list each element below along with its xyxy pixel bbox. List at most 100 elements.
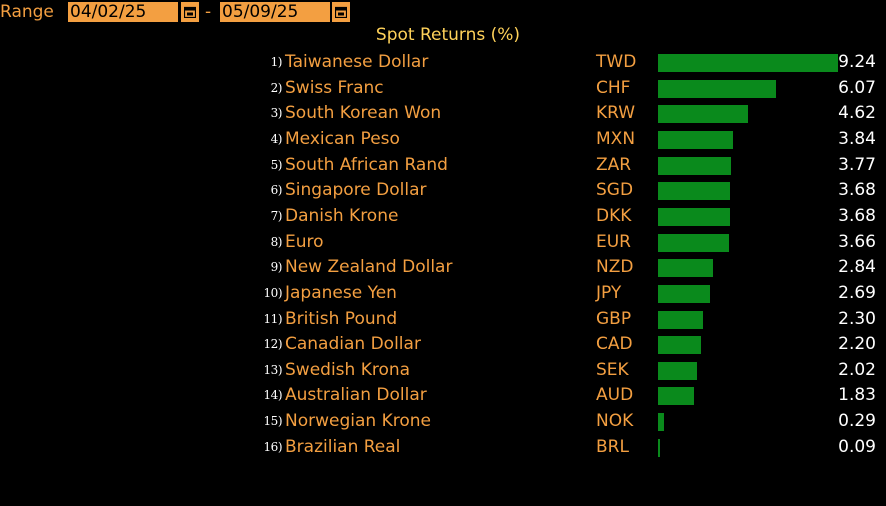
rank-label: 11): [263, 311, 283, 326]
rank-label: 7): [270, 208, 283, 223]
table-row[interactable]: 10) Japanese Yen JPY 2.69: [0, 282, 886, 307]
currency-code: AUD: [596, 385, 634, 406]
value-label: 2.84: [838, 257, 876, 278]
currency-code: EUR: [596, 231, 631, 252]
currency-name: Norwegian Krone: [285, 411, 431, 432]
return-bar: [658, 310, 703, 329]
return-bar: [658, 336, 701, 355]
currency-name: Swiss Franc: [285, 77, 384, 98]
currency-name: Brazilian Real: [285, 436, 401, 457]
return-bar: [658, 54, 838, 72]
currency-name: South African Rand: [285, 154, 448, 175]
value-label: 3.68: [838, 180, 876, 201]
currency-name: Australian Dollar: [285, 385, 427, 406]
currency-code: GBP: [596, 308, 632, 329]
rank-label: 15): [263, 414, 283, 429]
return-bar: [658, 79, 777, 98]
table-row[interactable]: 16) Brazilian Real BRL 0.09: [0, 436, 886, 461]
table-row[interactable]: 8) Euro EUR 3.66: [0, 231, 886, 256]
return-bar: [658, 284, 711, 303]
currency-code: NOK: [596, 411, 634, 432]
return-bar: [658, 259, 714, 278]
currency-code: SEK: [596, 359, 629, 380]
table-row[interactable]: 2) Swiss Franc CHF 6.07: [0, 77, 886, 102]
rank-label: 4): [270, 131, 283, 146]
table-row[interactable]: 9) New Zealand Dollar NZD 2.84: [0, 256, 886, 281]
currency-name: South Korean Won: [285, 103, 442, 124]
rank-label: 5): [270, 157, 283, 172]
currency-code: CHF: [596, 77, 631, 98]
value-label: 1.83: [838, 385, 876, 406]
currency-code: NZD: [596, 257, 634, 278]
table-row[interactable]: 15) Norwegian Krone NOK 0.29: [0, 410, 886, 435]
table-row[interactable]: 3) South Korean Won KRW 4.62: [0, 102, 886, 127]
value-label: 2.30: [838, 308, 876, 329]
table-row[interactable]: 7) Danish Krone DKK 3.68: [0, 205, 886, 230]
rank-label: 14): [263, 388, 283, 403]
rank-label: 3): [270, 106, 283, 121]
value-label: 3.66: [838, 231, 876, 252]
start-calendar-icon[interactable]: [181, 2, 199, 22]
return-bar: [658, 207, 730, 226]
currency-code: KRW: [596, 103, 636, 124]
value-label: 0.09: [838, 436, 876, 457]
value-label: 3.77: [838, 154, 876, 175]
rank-label: 1): [270, 55, 283, 69]
table-row[interactable]: 14) Australian Dollar AUD 1.83: [0, 384, 886, 409]
value-label: 9.24: [838, 52, 876, 72]
table-row[interactable]: 6) Singapore Dollar SGD 3.68: [0, 179, 886, 204]
rank-label: 12): [263, 337, 283, 352]
value-label: 0.29: [838, 411, 876, 432]
chart-title: Spot Returns (%): [375, 25, 521, 45]
currency-name: Canadian Dollar: [285, 334, 421, 355]
end-date-field[interactable]: 05/09/25: [220, 2, 330, 22]
return-bar: [658, 156, 732, 175]
currency-name: Swedish Krona: [285, 359, 411, 380]
rank-label: 2): [270, 80, 283, 95]
return-bar: [658, 438, 660, 457]
table-row[interactable]: 4) Mexican Peso MXN 3.84: [0, 128, 886, 153]
range-bar: Range 04/02/25 - 05/09/25: [0, 0, 886, 26]
start-date-field[interactable]: 04/02/25: [68, 2, 178, 22]
rank-label: 13): [263, 362, 283, 377]
currency-name: Euro: [285, 231, 324, 252]
currency-name: New Zealand Dollar: [285, 257, 453, 278]
rank-label: 8): [270, 234, 283, 249]
currency-name: Mexican Peso: [285, 128, 400, 149]
currency-code: SGD: [596, 180, 634, 201]
rank-label: 16): [263, 439, 283, 454]
table-row[interactable]: 13) Swedish Krona SEK 2.02: [0, 359, 886, 384]
return-bar: [658, 361, 698, 380]
currency-code: DKK: [596, 205, 632, 226]
table-row[interactable]: 1) Taiwanese Dollar TWD 9.24: [0, 51, 886, 76]
end-calendar-icon[interactable]: [332, 2, 350, 22]
currency-code: BRL: [596, 436, 629, 457]
return-bar: [658, 387, 694, 406]
currency-name: Taiwanese Dollar: [285, 52, 429, 72]
value-label: 2.20: [838, 334, 876, 355]
rank-label: 6): [270, 183, 283, 198]
table-row[interactable]: 12) Canadian Dollar CAD 2.20: [0, 333, 886, 358]
value-label: 4.62: [838, 103, 876, 124]
currency-name: Japanese Yen: [285, 282, 397, 303]
table-row[interactable]: 11) British Pound GBP 2.30: [0, 308, 886, 333]
date-separator: -: [205, 2, 212, 22]
currency-code: MXN: [596, 128, 636, 149]
value-label: 3.84: [838, 128, 876, 149]
currency-code: JPY: [596, 282, 622, 303]
currency-code: ZAR: [596, 154, 632, 175]
currency-name: Singapore Dollar: [285, 180, 427, 201]
value-label: 2.69: [838, 282, 876, 303]
value-label: 6.07: [838, 77, 876, 98]
currency-code: CAD: [596, 334, 633, 355]
range-label: Range: [0, 2, 54, 22]
return-bar: [658, 233, 730, 252]
return-bar: [658, 413, 664, 432]
currency-name: Danish Krone: [285, 205, 399, 226]
table-row[interactable]: 5) South African Rand ZAR 3.77: [0, 154, 886, 179]
return-bar: [658, 182, 730, 201]
currency-name: British Pound: [285, 308, 398, 329]
value-label: 3.68: [838, 205, 876, 226]
rank-label: 9): [270, 260, 283, 275]
rank-label: 10): [263, 285, 283, 300]
